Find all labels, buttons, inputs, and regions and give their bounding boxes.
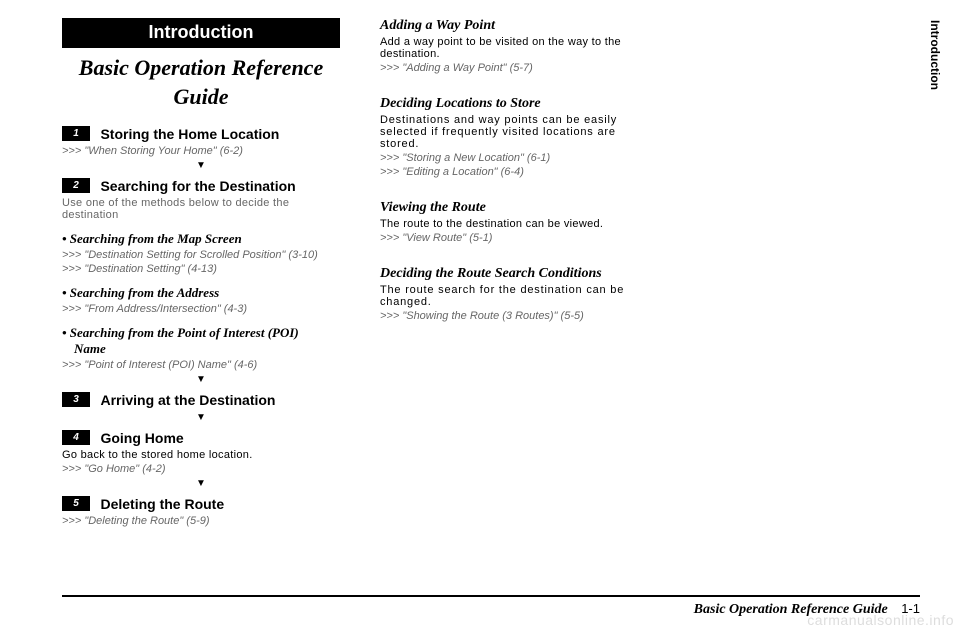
topic-waypoint: Adding a Way Point Add a way point to be… <box>380 18 658 74</box>
step-5-ref: >>> "Deleting the Route" (5-9) <box>62 515 340 527</box>
step-number-3: 3 <box>62 392 90 407</box>
bullet-3-ref: >>> "Point of Interest (POI) Name" (4-6) <box>62 359 340 371</box>
topic-3-ref: >>> "View Route" (5-1) <box>380 232 658 244</box>
arrow-icon: ▼ <box>62 374 340 385</box>
bullet-2-head: • Searching from the Address <box>62 285 340 301</box>
topic-4-body: The route search for the destination can… <box>380 284 658 308</box>
topic-1-body: Add a way point to be visited on the way… <box>380 36 658 60</box>
topic-2-head: Deciding Locations to Store <box>380 96 658 112</box>
step-4-title: Going Home <box>100 430 183 446</box>
step-3-title: Arriving at the Destination <box>100 392 275 408</box>
topic-1-ref: >>> "Adding a Way Point" (5-7) <box>380 62 658 74</box>
bullet-1-ref1: >>> "Destination Setting for Scrolled Po… <box>62 249 340 261</box>
step-2-body: Use one of the methods below to decide t… <box>62 197 340 221</box>
footer-text: Basic Operation Reference Guide 1-1 <box>62 601 920 618</box>
topic-4-ref: >>> "Showing the Route (3 Routes)" (5-5) <box>380 310 658 322</box>
step-5: 5 Deleting the Route >>> "Deleting the R… <box>62 495 340 527</box>
bullet-1-ref2: >>> "Destination Setting" (4-13) <box>62 263 340 275</box>
step-number-4: 4 <box>62 430 90 445</box>
topic-2-ref1: >>> "Storing a New Location" (6-1) <box>380 152 658 164</box>
bullet-1-head: • Searching from the Map Screen <box>62 231 340 247</box>
step-4-ref: >>> "Go Home" (4-2) <box>62 463 340 475</box>
step-2: 2 Searching for the Destination Use one … <box>62 177 340 221</box>
step-number-5: 5 <box>62 496 90 511</box>
topic-2-ref2: >>> "Editing a Location" (6-4) <box>380 166 658 178</box>
topic-locations: Deciding Locations to Store Destinations… <box>380 96 658 178</box>
arrow-icon: ▼ <box>62 478 340 489</box>
arrow-icon: ▼ <box>62 412 340 423</box>
step-2-title: Searching for the Destination <box>100 178 295 194</box>
topic-2-body: Destinations and way points can be easil… <box>380 114 658 150</box>
step-number-2: 2 <box>62 178 90 193</box>
intro-header-box: Introduction <box>62 18 340 48</box>
right-column: Adding a Way Point Add a way point to be… <box>380 18 658 527</box>
arrow-icon: ▼ <box>62 160 340 171</box>
watermark: carmanualsonline.info <box>807 612 954 628</box>
page-footer: Basic Operation Reference Guide 1-1 <box>62 595 920 618</box>
page-title: Basic Operation Reference Guide <box>62 54 340 111</box>
bullet-2-ref: >>> "From Address/Intersection" (4-3) <box>62 303 340 315</box>
step-1: 1 Storing the Home Location >>> "When St… <box>62 125 340 171</box>
bullet-3-head-line1: • Searching from the Point of Interest (… <box>62 325 340 341</box>
topic-1-head: Adding a Way Point <box>380 18 658 34</box>
step-4-body: Go back to the stored home location. <box>62 449 340 461</box>
footer-rule <box>62 595 920 597</box>
topic-viewroute: Viewing the Route The route to the desti… <box>380 200 658 244</box>
step-4: 4 Going Home Go back to the stored home … <box>62 429 340 489</box>
topic-searchcond: Deciding the Route Search Conditions The… <box>380 266 658 322</box>
topic-3-head: Viewing the Route <box>380 200 658 216</box>
left-column: Introduction Basic Operation Reference G… <box>62 18 340 527</box>
step-1-ref: >>> "When Storing Your Home" (6-2) <box>62 145 340 157</box>
side-tab: Introduction <box>928 20 942 90</box>
bullet-3-head-line2: Name <box>62 341 340 357</box>
topic-3-body: The route to the destination can be view… <box>380 218 658 230</box>
topic-4-head: Deciding the Route Search Conditions <box>380 266 658 282</box>
step-3: 3 Arriving at the Destination ▼ <box>62 391 340 423</box>
step-5-title: Deleting the Route <box>100 496 224 512</box>
step-1-title: Storing the Home Location <box>100 126 279 142</box>
step-number-1: 1 <box>62 126 90 141</box>
